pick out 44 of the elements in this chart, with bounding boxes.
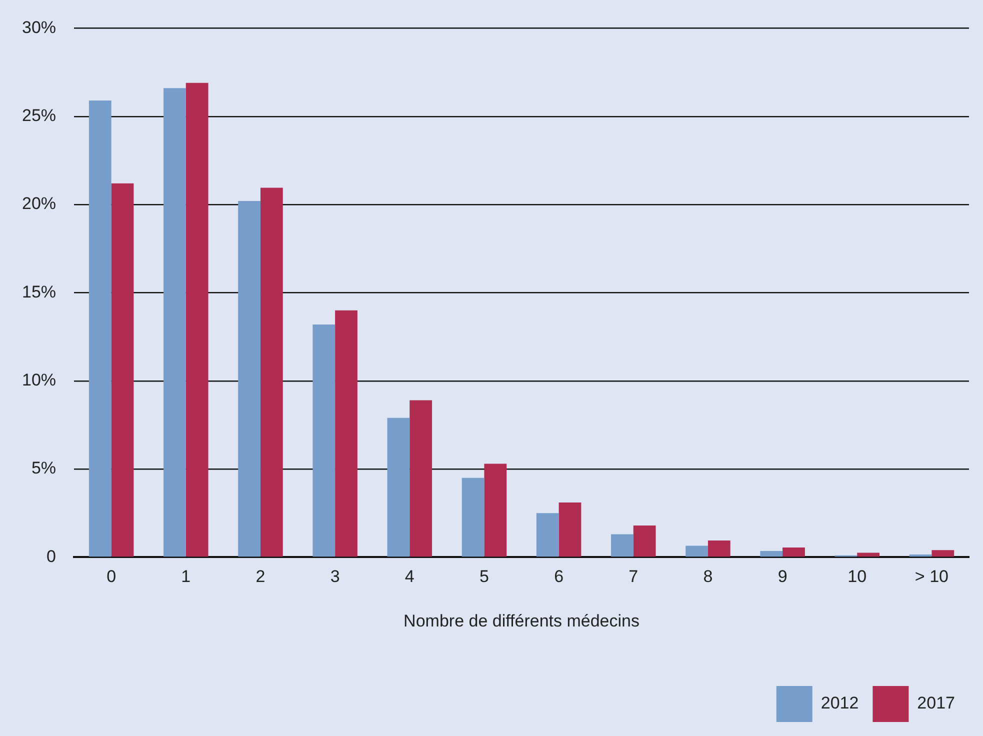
bar xyxy=(633,525,656,557)
x-tick-label: 10 xyxy=(848,567,867,586)
y-tick-label: 20% xyxy=(22,194,56,214)
y-tick-label: 30% xyxy=(22,18,56,37)
bar xyxy=(536,513,559,557)
x-tick-label: 2 xyxy=(256,567,266,586)
bar xyxy=(484,464,507,557)
x-tick-label: 5 xyxy=(479,567,489,586)
bar xyxy=(686,546,708,557)
bar xyxy=(708,540,730,557)
bar xyxy=(782,548,805,557)
y-tick-label: 15% xyxy=(22,282,56,302)
bar xyxy=(164,88,186,557)
x-tick-label: 7 xyxy=(628,567,638,586)
x-tick-label: 9 xyxy=(778,567,788,586)
x-tick-label: > 10 xyxy=(914,567,948,586)
bar xyxy=(410,400,432,557)
x-axis-title: Nombre de différents médecins xyxy=(404,611,640,630)
y-tick-label: 0 xyxy=(46,546,56,566)
bar xyxy=(462,478,484,557)
bar xyxy=(387,418,410,557)
x-tick-label: 3 xyxy=(330,567,340,586)
bar xyxy=(335,310,358,557)
bar xyxy=(312,324,336,557)
bar xyxy=(88,100,112,557)
x-tick-label: 0 xyxy=(106,567,116,586)
bar xyxy=(760,551,783,557)
bar xyxy=(260,188,283,557)
bar xyxy=(238,201,260,557)
bar xyxy=(857,552,880,557)
legend-label: 2012 xyxy=(820,694,859,713)
bar xyxy=(932,550,954,557)
legend-label: 2017 xyxy=(917,694,956,713)
x-tick-label: 4 xyxy=(404,567,414,586)
bar xyxy=(558,502,582,557)
y-tick-label: 25% xyxy=(22,106,56,126)
y-tick-label: 10% xyxy=(22,370,56,390)
x-tick-label: 8 xyxy=(703,567,713,586)
bar xyxy=(611,534,634,557)
y-tick-label: 5% xyxy=(31,458,56,478)
x-tick-label: 6 xyxy=(554,567,564,586)
bar xyxy=(111,183,134,557)
bar xyxy=(186,82,208,557)
x-tick-label: 1 xyxy=(181,567,191,586)
